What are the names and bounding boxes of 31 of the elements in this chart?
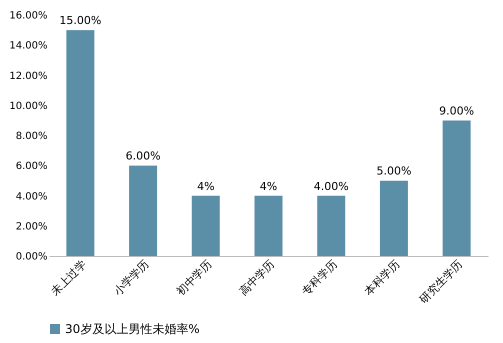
- y-tick-label: 14.00%: [9, 40, 48, 52]
- x-tick-label: 专科学历: [299, 258, 340, 298]
- bar: [192, 196, 220, 256]
- y-tick-label: 8.00%: [16, 131, 48, 142]
- x-tick-label: 本科学历: [362, 258, 402, 298]
- data-label: 5.00%: [376, 164, 412, 178]
- bar: [129, 166, 158, 256]
- bar: [317, 196, 346, 256]
- y-tick-label: 16.00%: [9, 10, 48, 22]
- x-tick-label: 小学学历: [111, 258, 152, 298]
- data-label: 4%: [260, 180, 278, 193]
- legend-label: 30岁及以上男性未婚率%: [65, 322, 200, 336]
- y-tick-label: 6.00%: [16, 161, 48, 172]
- bar: [254, 196, 282, 256]
- x-tick-label: 未上过学: [48, 258, 89, 298]
- data-label: 4%: [197, 180, 215, 193]
- x-tick-label: 高中学历: [236, 258, 277, 298]
- y-tick-label: 4.00%: [16, 191, 48, 202]
- data-label: 15.00%: [59, 14, 102, 28]
- bar: [442, 120, 471, 256]
- x-tick-label: 初中学历: [174, 258, 214, 298]
- x-tick-label: 研究生学历: [417, 258, 466, 306]
- bar: [380, 180, 408, 256]
- y-tick-label: 10.00%: [9, 100, 48, 112]
- bar: [66, 30, 94, 256]
- data-label: 4.00%: [314, 180, 349, 193]
- data-label: 6.00%: [126, 150, 161, 163]
- y-tick-label: 2.00%: [16, 221, 48, 232]
- data-label: 9.00%: [439, 104, 474, 118]
- y-tick-label: 0.00%: [16, 252, 48, 262]
- y-tick-label: 12.00%: [9, 70, 48, 82]
